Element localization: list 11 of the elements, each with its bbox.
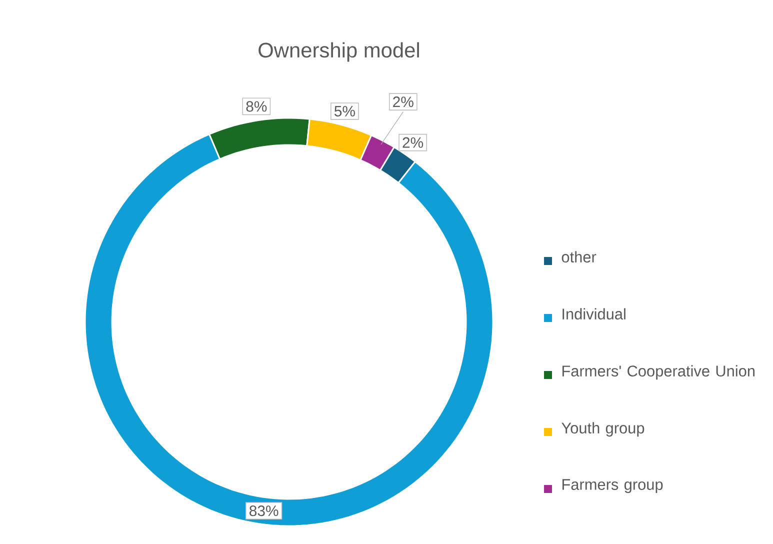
- data-label: 5%: [334, 106, 355, 116]
- legend-label: Farmers' Cooperative Union: [562, 365, 754, 380]
- data-label: 2%: [402, 137, 424, 148]
- chart-title: Ownership model: [258, 42, 419, 62]
- legend-label: Youth group: [562, 422, 644, 437]
- legend-label: other: [562, 251, 596, 263]
- data-label: 83%: [250, 506, 278, 516]
- legend-label: Individual: [562, 308, 626, 320]
- data-label: 2%: [393, 96, 414, 108]
- data-label: 8%: [246, 101, 267, 112]
- legend-label: Farmers group: [562, 479, 663, 494]
